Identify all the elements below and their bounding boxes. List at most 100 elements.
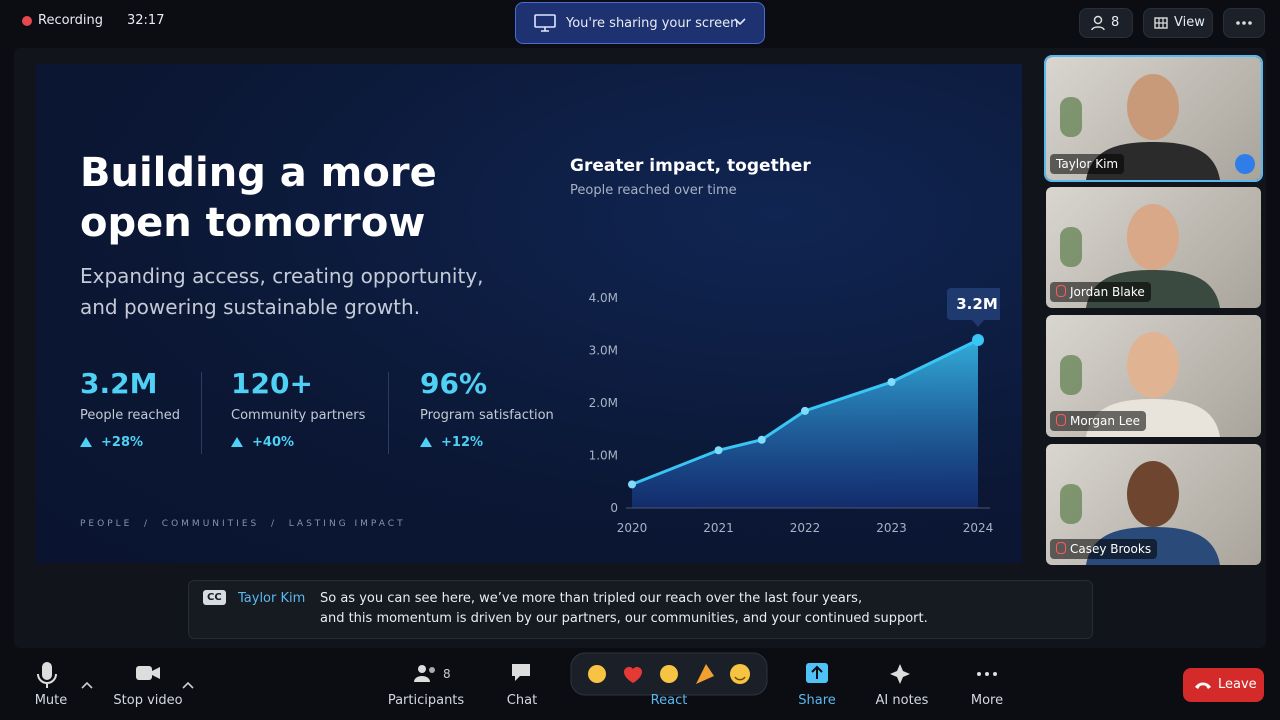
participants-tool[interactable]: Participants xyxy=(387,693,465,708)
stat-label: Community partners xyxy=(231,408,366,423)
mute-mark xyxy=(1056,285,1066,297)
ai-notes-button[interactable]: AI notes xyxy=(875,693,929,708)
view-label: View xyxy=(1174,15,1205,30)
chart-subtitle: People reached over time xyxy=(570,183,737,198)
cc-badge: CC xyxy=(203,590,226,605)
stat-label: People reached xyxy=(80,408,180,423)
participants-count: 8 xyxy=(443,667,451,681)
mute-mark xyxy=(1056,414,1066,426)
chart-title: Greater impact, together xyxy=(570,156,811,176)
more-options[interactable] xyxy=(1223,8,1265,38)
leave-label: Leave xyxy=(1218,677,1257,692)
leave-button[interactable]: Leave xyxy=(1183,668,1264,702)
plant xyxy=(1060,355,1082,395)
x-tick-label: 2021 xyxy=(703,521,734,535)
data-point xyxy=(628,480,636,489)
x-tick-label: 2022 xyxy=(790,521,821,535)
y-tick-label: 0 xyxy=(610,501,618,515)
slide: Building a more open tomorrow Expanding … xyxy=(36,64,1022,563)
monitor-icon xyxy=(534,14,556,32)
trend-icon xyxy=(231,437,243,447)
x-tick-label: 2020 xyxy=(617,521,648,535)
callout xyxy=(947,288,1000,320)
slide-footer: PEOPLE / COMMUNITIES / LASTING IMPACT xyxy=(80,519,406,529)
participants-button[interactable]: 8 xyxy=(1079,8,1133,38)
caption-speaker: Taylor Kim xyxy=(238,591,306,606)
stat-change: +28% xyxy=(101,435,144,450)
chart: 0 1.0M 2.0M 3.0M 4.0M 2020 2021 2022 2023 2024 3.2… xyxy=(589,288,1000,535)
muted-icon xyxy=(1056,285,1066,299)
muted-icon xyxy=(1056,542,1066,556)
slide-subtitle: and powering sustainable growth. xyxy=(80,295,421,319)
head xyxy=(1127,332,1179,398)
participant-name: Casey Brooks xyxy=(1070,542,1152,556)
trend-icon xyxy=(80,437,92,447)
speaking-indicator xyxy=(1235,154,1255,174)
toolbar-icons xyxy=(37,652,997,696)
divider xyxy=(201,372,202,454)
plant xyxy=(1060,227,1082,267)
head xyxy=(1127,461,1179,527)
react-button[interactable]: React xyxy=(650,693,688,708)
person-icon xyxy=(1091,15,1105,31)
line xyxy=(631,338,979,486)
name-tag: Taylor Kim xyxy=(1050,154,1125,174)
plant xyxy=(1060,484,1082,524)
timer: 32:17 xyxy=(127,13,165,28)
video-tile: Jordan Blake xyxy=(1046,187,1261,308)
video-tile: Casey Brooks xyxy=(1046,444,1261,565)
y-tick-label: 2.0M xyxy=(589,396,618,410)
dots-icon xyxy=(1236,21,1252,25)
name-tag: Casey Brooks xyxy=(1050,539,1158,559)
stat-change: +12% xyxy=(441,435,484,450)
x-tick-label: 2023 xyxy=(876,521,907,535)
caption-line: and this momentum is driven by our partn… xyxy=(320,611,928,626)
participant-count: 8 xyxy=(1111,15,1120,30)
video-tile: Taylor Kim xyxy=(1044,55,1263,182)
slide-title: open tomorrow xyxy=(80,200,426,246)
participant-name: Morgan Lee xyxy=(1070,414,1141,428)
data-point xyxy=(714,446,723,455)
participant-video xyxy=(1060,332,1220,437)
chat-button[interactable]: Chat xyxy=(506,693,538,708)
participant-name: Jordan Blake xyxy=(1070,285,1145,299)
recording-dot xyxy=(22,16,32,26)
y-tick-label: 3.0M xyxy=(589,344,618,358)
name-tag: Jordan Blake xyxy=(1050,282,1151,302)
caption-line: So as you can see here, we’ve more than … xyxy=(320,591,863,606)
sharing-text: You're sharing your screen xyxy=(566,16,739,31)
mute-mark xyxy=(1056,542,1066,554)
more-button[interactable]: More xyxy=(970,693,1004,708)
name-tag: Morgan Lee xyxy=(1050,411,1147,431)
chevron xyxy=(734,18,746,26)
stop-video-button[interactable]: Stop video xyxy=(113,693,183,708)
caption-bar: CC Taylor Kim So as you can see here, we… xyxy=(188,580,1093,639)
stat-value: 120+ xyxy=(231,367,313,400)
y-tick-label: 1.0M xyxy=(589,449,618,463)
head xyxy=(1127,74,1179,140)
data-point xyxy=(887,378,896,386)
head xyxy=(1127,204,1179,270)
grid-icon xyxy=(1154,17,1168,29)
sharing-banner[interactable]: You're sharing your screen xyxy=(515,2,765,44)
data-point xyxy=(801,406,809,415)
value-label: 3.2M xyxy=(956,295,998,313)
video-tile: Morgan Lee xyxy=(1046,315,1261,437)
slide-title: Building a more xyxy=(80,150,437,196)
view-button[interactable]: View xyxy=(1143,8,1213,38)
muted-icon xyxy=(1056,414,1066,428)
share-button[interactable]: Share xyxy=(798,693,836,708)
mute-button[interactable]: Mute xyxy=(34,693,68,708)
divider xyxy=(388,372,389,454)
y-tick-label: 4.0M xyxy=(589,291,618,305)
stat-label: Program satisfaction xyxy=(420,408,554,423)
plant xyxy=(1060,97,1082,137)
callout-pointer xyxy=(972,320,984,327)
data-point xyxy=(757,435,766,444)
x-tick-label: 2024 xyxy=(963,521,994,535)
stat-value: 96% xyxy=(420,367,488,400)
recording-label: Recording xyxy=(38,13,104,28)
stat-change: +40% xyxy=(252,435,295,450)
phone-icon xyxy=(1195,682,1211,689)
